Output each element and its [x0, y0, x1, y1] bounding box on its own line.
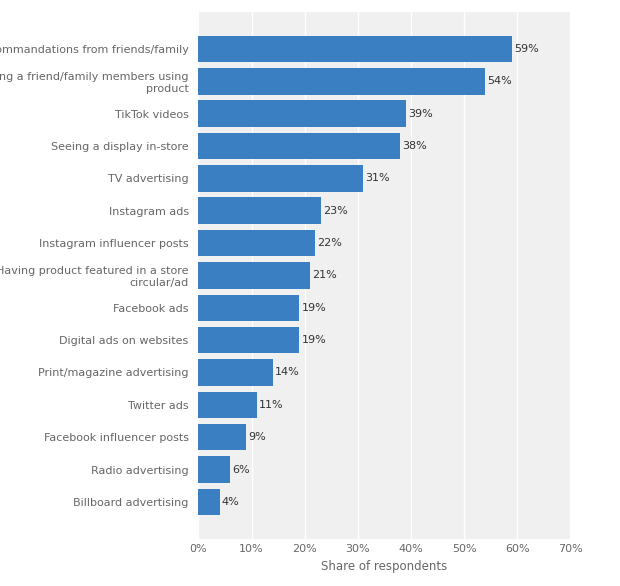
Text: 59%: 59%	[514, 44, 539, 54]
Text: 21%: 21%	[312, 270, 337, 281]
Text: 19%: 19%	[301, 303, 326, 313]
Bar	[198, 36, 512, 62]
Text: 11%: 11%	[259, 400, 283, 410]
Bar	[198, 456, 230, 483]
Text: 6%: 6%	[232, 465, 250, 475]
Bar	[198, 230, 316, 256]
Bar	[198, 262, 310, 289]
Text: 38%: 38%	[402, 141, 427, 151]
Bar	[198, 68, 485, 94]
Bar	[198, 133, 401, 159]
Text: 39%: 39%	[408, 108, 433, 118]
Bar	[198, 424, 246, 451]
Text: 22%: 22%	[317, 238, 342, 248]
Bar	[198, 359, 273, 386]
Text: 14%: 14%	[275, 367, 299, 377]
Text: 23%: 23%	[323, 206, 347, 216]
Bar	[198, 295, 299, 321]
Bar	[198, 391, 257, 418]
Bar	[198, 489, 219, 515]
X-axis label: Share of respondents: Share of respondents	[321, 560, 448, 573]
Bar	[198, 100, 405, 127]
Bar	[198, 327, 299, 353]
Text: 54%: 54%	[487, 76, 512, 86]
Text: 4%: 4%	[222, 497, 239, 507]
Text: 19%: 19%	[301, 335, 326, 345]
Text: 31%: 31%	[365, 173, 390, 183]
Bar	[198, 165, 363, 192]
Bar	[198, 197, 321, 224]
Text: 9%: 9%	[249, 432, 266, 442]
